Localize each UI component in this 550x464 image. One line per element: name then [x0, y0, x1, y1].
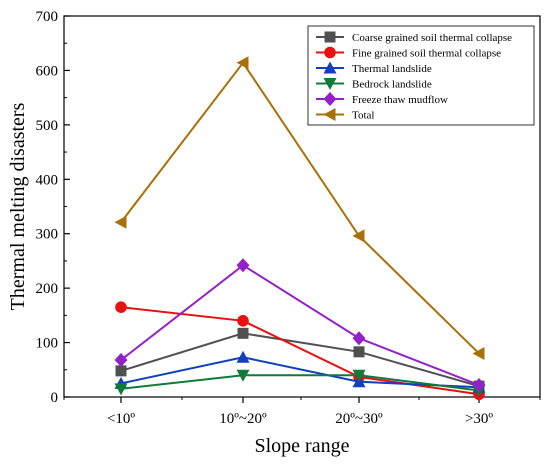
data-point — [237, 315, 249, 327]
data-point — [114, 215, 127, 229]
series-line — [120, 374, 480, 392]
legend-label: Total — [352, 110, 374, 122]
legend-label: Bedrock landslide — [352, 79, 432, 91]
data-point — [472, 378, 486, 393]
legend-label: Thermal landslide — [352, 63, 432, 75]
series-line — [120, 61, 480, 355]
series — [115, 301, 485, 401]
legend-label: Freeze thaw mudflow — [352, 94, 448, 106]
data-point — [472, 346, 485, 360]
series-line — [120, 332, 480, 388]
legend-marker — [323, 92, 337, 106]
y-tick-label: 300 — [36, 227, 59, 243]
legend-box — [307, 25, 535, 126]
series-line — [120, 306, 480, 396]
legend: Coarse grained soil thermal collapse Fine… — [307, 25, 535, 126]
y-axis-title: Thermal melting disasters — [7, 102, 29, 310]
y-tick-label: 600 — [36, 63, 59, 79]
y-tick-label: 500 — [36, 118, 59, 134]
data-point — [352, 229, 365, 243]
legend-marker — [323, 78, 337, 90]
x-tick-label: >30º — [465, 411, 493, 427]
y-tick-label: 400 — [36, 172, 59, 188]
data-point — [114, 352, 128, 367]
y-tick-label: 100 — [36, 336, 59, 352]
data-point — [236, 350, 250, 363]
x-tick-label: 20º~30º — [335, 411, 383, 427]
y-tick-label: 200 — [36, 281, 59, 297]
y-tick-label: 0 — [51, 390, 59, 406]
series — [114, 258, 486, 393]
legend-label: Fine grained soil thermal collapse — [352, 48, 501, 60]
series — [115, 327, 485, 392]
data-point — [236, 369, 250, 382]
data-point — [237, 327, 249, 339]
legend-marker — [324, 31, 336, 43]
data-point — [352, 331, 366, 346]
data-point — [114, 383, 128, 396]
series-layer — [114, 56, 486, 401]
legend-label: Coarse grained soil thermal collapse — [352, 32, 512, 44]
legend-marker — [323, 61, 337, 74]
x-axis-title: Slope range — [255, 435, 350, 457]
axes: 0 100 200 300 400 500 600 700 <10º 10º~20º 20º~30º… — [36, 9, 541, 427]
data-point — [236, 258, 250, 273]
data-point — [353, 346, 365, 358]
data-point — [115, 301, 127, 313]
data-point — [352, 369, 366, 382]
series-line — [120, 356, 480, 389]
series-line — [120, 264, 480, 386]
data-point — [115, 365, 127, 377]
legend-marker — [324, 46, 336, 59]
x-tick-label: 10º~20º — [219, 411, 267, 427]
y-tick-label: 700 — [36, 9, 59, 25]
data-point — [236, 56, 249, 70]
legend-marker — [323, 108, 336, 121]
x-tick-label: <10º — [107, 411, 135, 427]
series — [114, 56, 485, 360]
